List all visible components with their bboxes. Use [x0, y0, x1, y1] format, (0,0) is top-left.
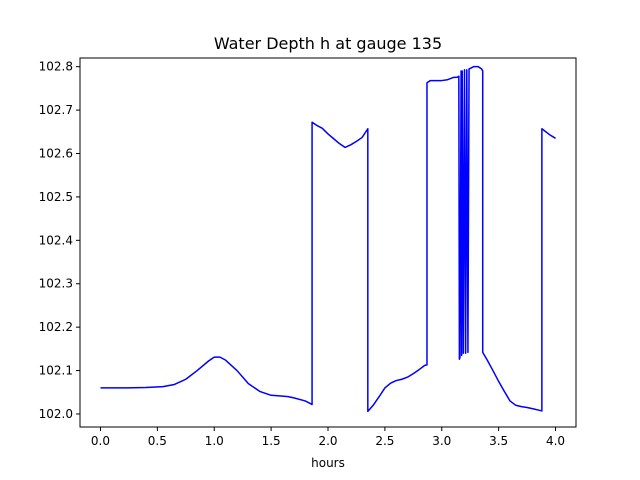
y-tick-label: 102.4: [39, 233, 73, 247]
y-tick-label: 102.2: [39, 320, 73, 334]
y-tick-label: 102.7: [39, 103, 73, 117]
y-tick-label: 102.0: [39, 407, 73, 421]
x-tick-label: 2.5: [375, 434, 394, 448]
x-axis: 0.0 0.5 1.0 1.5 2.0 2.5 3.0 3.5 4.0: [91, 427, 565, 448]
x-tick-label: 3.5: [489, 434, 508, 448]
x-axis-label: hours: [311, 456, 345, 470]
y-tick-label: 102.3: [39, 277, 73, 291]
x-tick-label: 0.0: [91, 434, 110, 448]
x-tick-label: 4.0: [546, 434, 565, 448]
series-line-0: [100, 65, 556, 413]
x-tick-label: 2.0: [318, 434, 337, 448]
y-tick-label: 102.6: [39, 147, 73, 161]
y-tick-label: 102.5: [39, 190, 73, 204]
x-tick-label: 1.5: [262, 434, 281, 448]
x-tick-label: 1.0: [205, 434, 224, 448]
y-axis: 102.0 102.1 102.2 102.3 102.4 102.5 102.6 102.7…: [39, 60, 80, 421]
y-tick-label: 102.8: [39, 60, 73, 74]
x-tick-label: 3.0: [432, 434, 451, 448]
series-layer: [100, 65, 556, 413]
x-tick-label: 0.5: [148, 434, 167, 448]
chart-title: Water Depth h at gauge 135: [214, 34, 442, 53]
y-tick-label: 102.1: [39, 364, 73, 378]
